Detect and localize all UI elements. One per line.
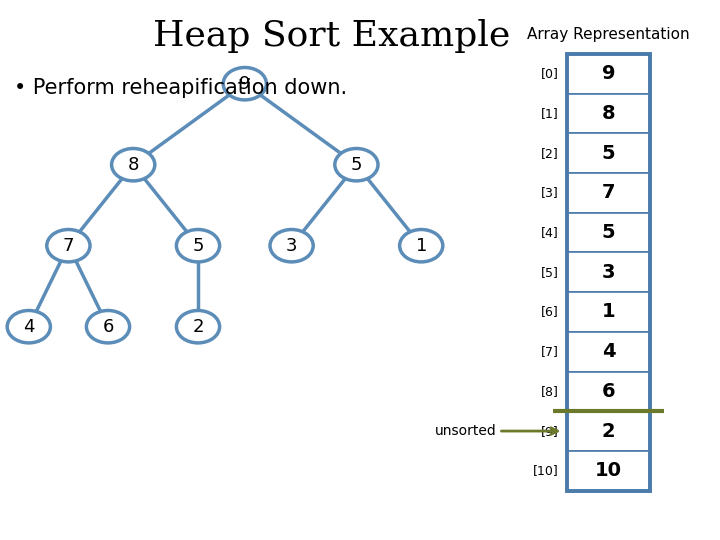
Text: 5: 5 (602, 144, 615, 163)
Circle shape (335, 148, 378, 181)
Bar (567, 252, 649, 292)
Bar (567, 213, 649, 252)
Bar (567, 292, 649, 332)
Circle shape (400, 230, 443, 262)
Text: 2: 2 (602, 422, 615, 441)
Text: [6]: [6] (541, 306, 559, 319)
Circle shape (7, 310, 50, 343)
Text: 9: 9 (239, 75, 251, 93)
Circle shape (112, 148, 155, 181)
Bar (567, 451, 649, 490)
Bar (567, 54, 649, 94)
Text: [7]: [7] (541, 345, 559, 358)
Text: 2: 2 (192, 318, 204, 336)
Text: [0]: [0] (541, 68, 559, 80)
Text: 5: 5 (192, 237, 204, 255)
Bar (567, 332, 649, 372)
Text: 4: 4 (23, 318, 35, 336)
Text: 9: 9 (602, 64, 615, 83)
Text: 1: 1 (602, 302, 615, 321)
Text: [4]: [4] (541, 226, 559, 239)
Text: 5: 5 (602, 223, 615, 242)
Circle shape (270, 230, 313, 262)
Text: Heap Sort Example: Heap Sort Example (153, 19, 510, 53)
Circle shape (86, 310, 130, 343)
Text: unsorted: unsorted (435, 424, 497, 438)
Text: [1]: [1] (541, 107, 559, 120)
Text: 8: 8 (127, 156, 139, 174)
Text: [3]: [3] (541, 186, 559, 199)
Circle shape (176, 310, 220, 343)
Text: [5]: [5] (541, 266, 559, 279)
Text: 3: 3 (602, 263, 615, 282)
Text: 7: 7 (63, 237, 74, 255)
Text: [10]: [10] (533, 464, 559, 477)
Text: [9]: [9] (541, 424, 559, 437)
Circle shape (223, 68, 266, 100)
Bar (567, 54, 649, 490)
Bar (567, 372, 649, 411)
Text: 7: 7 (602, 184, 615, 202)
Text: [2]: [2] (541, 147, 559, 160)
Circle shape (176, 230, 220, 262)
Text: 6: 6 (602, 382, 615, 401)
Text: [8]: [8] (541, 385, 559, 398)
Text: Array Representation: Array Representation (527, 27, 690, 42)
Text: 10: 10 (595, 461, 622, 480)
Text: 8: 8 (602, 104, 615, 123)
Text: 5: 5 (351, 156, 362, 174)
Text: 4: 4 (602, 342, 615, 361)
Text: 6: 6 (102, 318, 114, 336)
Bar (567, 133, 649, 173)
Circle shape (47, 230, 90, 262)
Text: 1: 1 (415, 237, 427, 255)
Text: • Perform reheapification down.: • Perform reheapification down. (14, 78, 348, 98)
Bar (567, 173, 649, 213)
Text: 3: 3 (286, 237, 297, 255)
Bar (567, 411, 649, 451)
Bar (567, 94, 649, 133)
